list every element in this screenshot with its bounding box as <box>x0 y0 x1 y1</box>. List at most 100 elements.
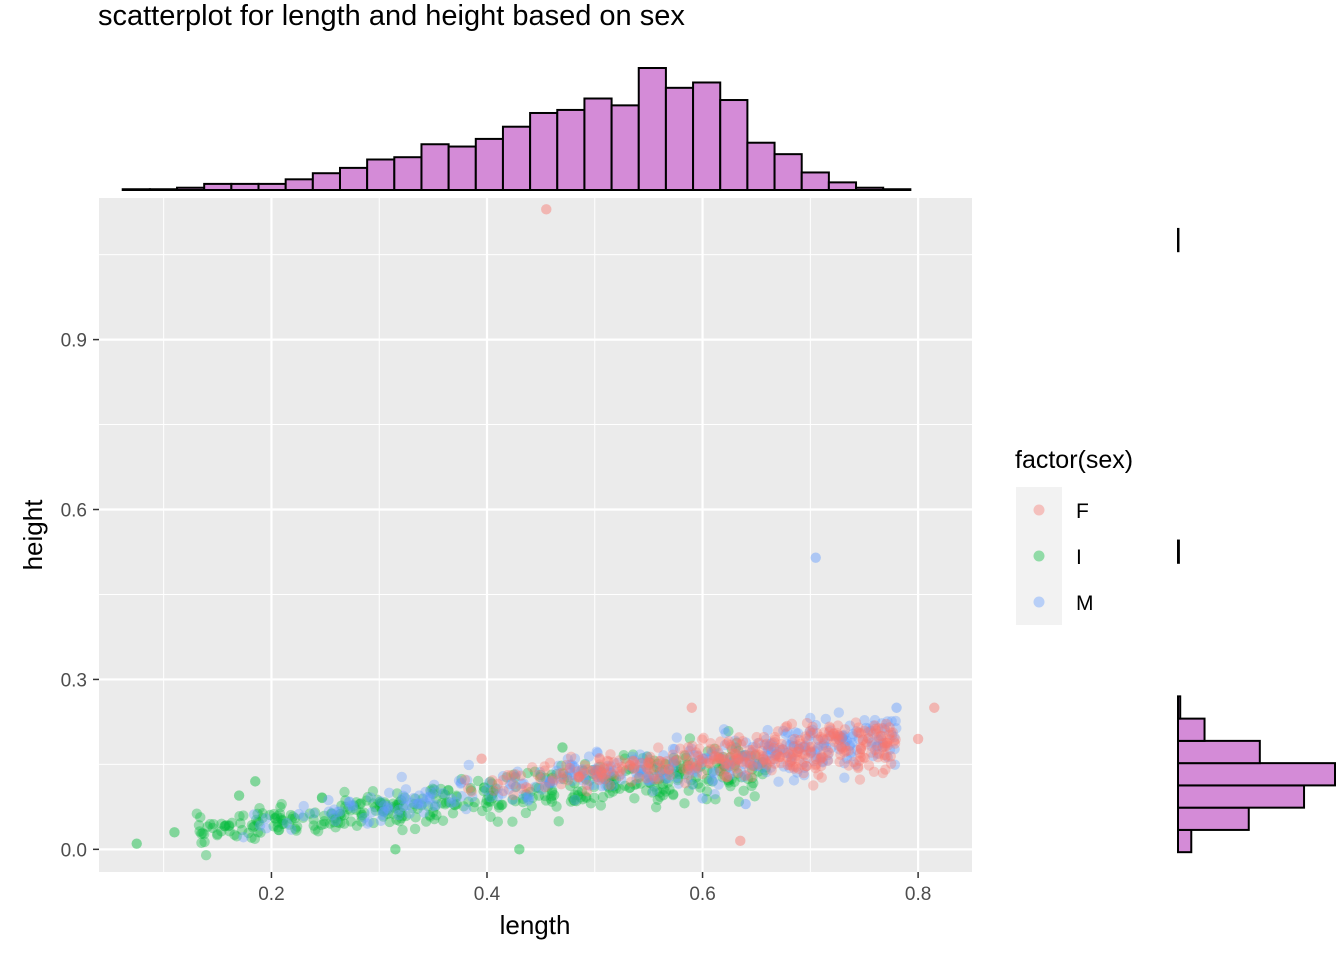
scatter-point <box>879 741 891 752</box>
scatter-point <box>840 745 852 757</box>
scatter-point <box>526 800 537 812</box>
scatter-point <box>792 750 803 761</box>
scatter-point <box>199 836 210 848</box>
scatter-point <box>648 786 659 797</box>
scatter-point <box>248 809 260 820</box>
scatter-point <box>782 759 793 771</box>
scatter-point <box>272 811 283 822</box>
scatter-point <box>488 787 499 799</box>
scatter-point <box>754 749 765 761</box>
scatter-point <box>379 797 390 808</box>
scatter-point <box>663 767 675 778</box>
scatter-point <box>736 772 747 783</box>
scatter-point <box>601 774 612 786</box>
scatter-point <box>498 785 509 797</box>
scatter-point <box>844 740 856 751</box>
scatter-point <box>628 763 640 775</box>
scatter-point <box>861 736 872 748</box>
scatter-point <box>618 750 629 761</box>
scatter-point <box>805 712 816 724</box>
scatter-point <box>212 828 223 840</box>
scatter-point <box>669 743 680 755</box>
scatter-point <box>836 733 848 744</box>
scatter-point <box>660 786 671 797</box>
scatter-point <box>195 812 206 823</box>
scatter-point <box>577 794 588 805</box>
scatter-point <box>518 789 529 801</box>
scatter-point <box>483 796 495 807</box>
scatter-point <box>277 815 289 826</box>
scatter-point <box>882 740 893 751</box>
scatter-point <box>298 810 310 822</box>
scatter-point <box>635 764 647 775</box>
scatter-point <box>724 769 736 781</box>
scatter-point <box>487 775 498 786</box>
scatter-point <box>724 752 736 763</box>
scatter-point <box>737 756 748 767</box>
grid-lines <box>99 198 972 872</box>
scatter-point <box>521 791 533 803</box>
scatter-point <box>723 769 735 780</box>
scatter-point <box>855 743 866 755</box>
scatter-point <box>682 763 694 774</box>
scatter-point <box>684 733 696 744</box>
scatter-point <box>446 793 457 804</box>
scatter-point <box>729 735 741 746</box>
scatter-point <box>643 760 654 771</box>
scatter-point <box>839 729 850 741</box>
scatter-point <box>654 767 665 778</box>
scatter-point <box>813 741 824 753</box>
scatter-point <box>812 744 823 755</box>
scatter-point <box>668 789 679 800</box>
scatter-point <box>678 749 690 761</box>
scatter-point <box>417 793 428 804</box>
scatter-point <box>769 754 780 765</box>
scatter-point <box>682 754 694 765</box>
scatter-point <box>698 732 709 744</box>
scatter-point <box>748 760 759 771</box>
scatter-point <box>437 815 449 826</box>
scatter-point <box>540 795 552 806</box>
scatter-point <box>431 786 442 797</box>
scatter-point <box>418 807 430 818</box>
scatter-point <box>594 752 605 764</box>
scatter-point <box>544 776 555 788</box>
scatter-point <box>486 790 497 801</box>
scatter-point <box>466 786 477 798</box>
scatter-point <box>654 791 666 802</box>
scatter-point <box>820 741 832 753</box>
scatter-point <box>589 792 600 804</box>
scatter-point <box>546 786 558 798</box>
scatter-point <box>686 764 697 776</box>
scatter-point <box>674 743 686 754</box>
scatter-point <box>557 742 568 753</box>
scatter-point <box>219 820 230 832</box>
scatter-point <box>885 751 896 762</box>
scatter-point <box>776 751 787 763</box>
scatter-point <box>572 790 584 801</box>
scatter-point <box>839 747 850 758</box>
scatter-point <box>840 741 851 752</box>
scatter-point <box>823 747 835 759</box>
scatter-point <box>510 796 521 807</box>
scatter-point <box>531 782 542 793</box>
scatter-point <box>780 747 791 759</box>
scatter-point <box>605 779 617 791</box>
scatter-point <box>516 778 528 790</box>
scatter-point <box>722 771 733 783</box>
scatter-point <box>580 774 591 785</box>
scatter-point <box>682 759 693 770</box>
scatter-point <box>344 796 355 807</box>
scatter-point <box>394 807 405 818</box>
scatter-point <box>815 731 826 743</box>
scatter-point <box>416 800 427 811</box>
scatter-point <box>650 802 662 813</box>
scatter-point <box>339 818 350 829</box>
scatter-point <box>668 768 679 779</box>
scatter-point <box>726 774 737 785</box>
chart-title: scatterplot for length and height based … <box>98 0 685 32</box>
scatter-point <box>672 774 683 786</box>
scatter-point <box>362 791 373 803</box>
scatter-point <box>690 762 701 774</box>
scatter-point <box>596 772 607 783</box>
